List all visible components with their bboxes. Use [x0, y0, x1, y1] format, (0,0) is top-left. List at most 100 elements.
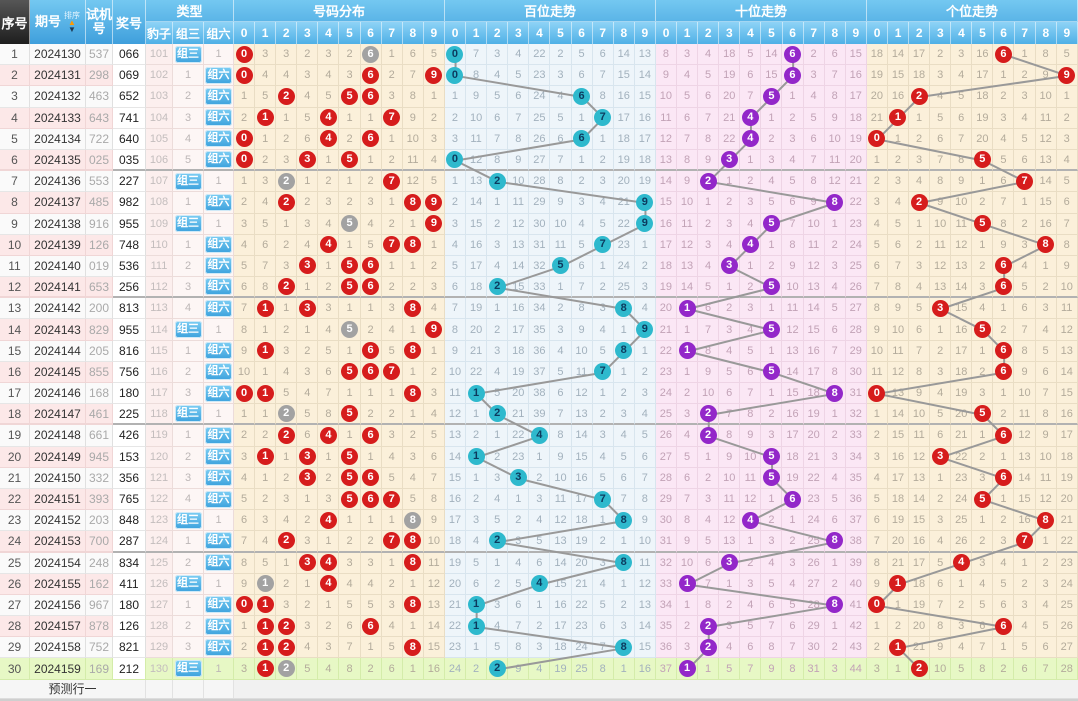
- table-cell: 8: [676, 149, 699, 172]
- table-cell: 24: [845, 234, 867, 256]
- table-cell: 8: [402, 531, 424, 553]
- table-cell: 2: [909, 192, 931, 214]
- table-cell: 6: [592, 616, 614, 638]
- trend-ball: 0: [868, 596, 886, 614]
- table-cell: 2: [1035, 277, 1057, 299]
- table-cell: 13: [1014, 446, 1036, 468]
- table-cell: 6: [782, 616, 804, 638]
- trend-ball: 8: [404, 384, 422, 402]
- table-cell: 126: [86, 234, 113, 256]
- sort-control[interactable]: 排序 ▲ ▼: [64, 11, 80, 34]
- table-cell: 8: [698, 128, 720, 150]
- table-cell: 6: [318, 361, 340, 383]
- table-cell: 122: [146, 488, 173, 511]
- table-cell: 9: [423, 319, 445, 341]
- table-cell: 2: [740, 171, 762, 193]
- table-cell: 组六: [204, 192, 234, 214]
- trend-ball: 6: [362, 45, 380, 63]
- table-cell: 3: [782, 128, 804, 150]
- table-row: 17 2024146 168 180 117 3 组六 0 1 5 4 7 1 1 1 8 3 11 1 5 20 38 6…: [0, 383, 1078, 405]
- table-cell: 13: [676, 255, 699, 278]
- header-digit: 1: [677, 22, 699, 44]
- table-cell: 20: [444, 573, 467, 595]
- table-cell: 33: [845, 425, 867, 447]
- trend-ball: 5: [341, 321, 359, 339]
- sort-asc-icon[interactable]: ▲: [68, 17, 76, 27]
- trend-ball: 3: [298, 448, 316, 466]
- table-cell: 6: [1014, 149, 1036, 172]
- table-cell: 18: [550, 637, 572, 659]
- trend-ball: 5: [762, 278, 780, 296]
- trend-ball: 6: [783, 45, 801, 63]
- table-cell: 7: [550, 149, 572, 172]
- table-cell: 4: [297, 234, 319, 256]
- table-cell: 5: [592, 340, 614, 362]
- table-cell: 4: [719, 340, 741, 362]
- table-cell: 5: [508, 573, 530, 595]
- table-cell: 32: [845, 404, 867, 426]
- table-cell: 1: [866, 149, 888, 172]
- table-cell: 9: [824, 107, 846, 129]
- table-cell: 1: [719, 573, 741, 595]
- table-cell: 4: [318, 107, 340, 129]
- table-cell: 256: [113, 277, 146, 299]
- table-cell: 752: [86, 637, 113, 659]
- table-cell: 1: [761, 234, 783, 256]
- table-cell: 955: [113, 213, 146, 235]
- table-cell: 2: [381, 573, 403, 595]
- trend-ball: 2: [910, 193, 928, 211]
- table-cell: 7: [508, 107, 530, 129]
- table-cell: 119: [146, 425, 173, 447]
- table-cell: 6: [592, 44, 614, 66]
- table-cell: 3: [740, 192, 762, 214]
- table-cell: 1: [234, 86, 256, 108]
- table-cell: 4: [740, 319, 762, 341]
- table-cell: 13: [782, 340, 804, 362]
- table-cell: 组三: [173, 171, 204, 193]
- table-cell: 3: [297, 616, 319, 638]
- table-cell: 7: [782, 637, 804, 659]
- table-cell: 16: [423, 658, 445, 680]
- type-badge-zuliu: 组六: [205, 151, 232, 169]
- table-cell: 11: [740, 467, 762, 489]
- table-cell: 1: [276, 107, 298, 129]
- table-cell: 13: [571, 404, 593, 426]
- table-cell: 4: [318, 213, 340, 235]
- table-cell: 2: [592, 149, 614, 172]
- table-cell: 2: [276, 637, 298, 659]
- table-cell: 5: [1014, 128, 1036, 150]
- table-cell: 1: [173, 425, 204, 447]
- table-cell: 39: [845, 552, 867, 574]
- table-cell: 8: [402, 552, 424, 574]
- prediction-row: 预测行一: [0, 679, 1078, 699]
- table-cell: 212: [113, 658, 146, 680]
- table-cell: 2: [297, 340, 319, 362]
- table-cell: 19: [845, 128, 867, 150]
- table-cell: 26: [845, 277, 867, 299]
- prediction-label[interactable]: 预测行一: [0, 679, 146, 698]
- table-cell: 1: [740, 531, 762, 553]
- table-cell: 27: [845, 298, 867, 320]
- table-cell: 3: [887, 171, 909, 193]
- table-cell: 4: [0, 107, 30, 129]
- table-cell: 5: [972, 404, 994, 426]
- table-cell: 1: [993, 446, 1015, 468]
- table-cell: 4: [951, 637, 973, 659]
- trend-ball: 5: [341, 278, 359, 296]
- table-row: 15 2024144 205 816 115 1 组六 9 1 3 2 5 1 6 5 8 1 9 21 3 18 36 4…: [0, 340, 1078, 362]
- table-cell: 7: [887, 255, 909, 278]
- table-cell: 2: [487, 171, 509, 193]
- table-cell: 21: [1056, 510, 1078, 532]
- table-cell: 2: [297, 192, 319, 214]
- sort-desc-icon[interactable]: ▼: [68, 24, 76, 34]
- table-cell: 2: [487, 277, 509, 299]
- table-cell: 2: [276, 404, 298, 426]
- table-cell: 13: [1056, 340, 1078, 362]
- table-cell: 11: [0, 255, 30, 278]
- table-cell: 2: [487, 404, 509, 426]
- table-cell: 3: [676, 404, 699, 426]
- table-cell: 组三: [173, 213, 204, 235]
- table-cell: 5: [339, 277, 361, 299]
- table-cell: 829: [86, 319, 113, 341]
- table-cell: 1: [698, 446, 720, 468]
